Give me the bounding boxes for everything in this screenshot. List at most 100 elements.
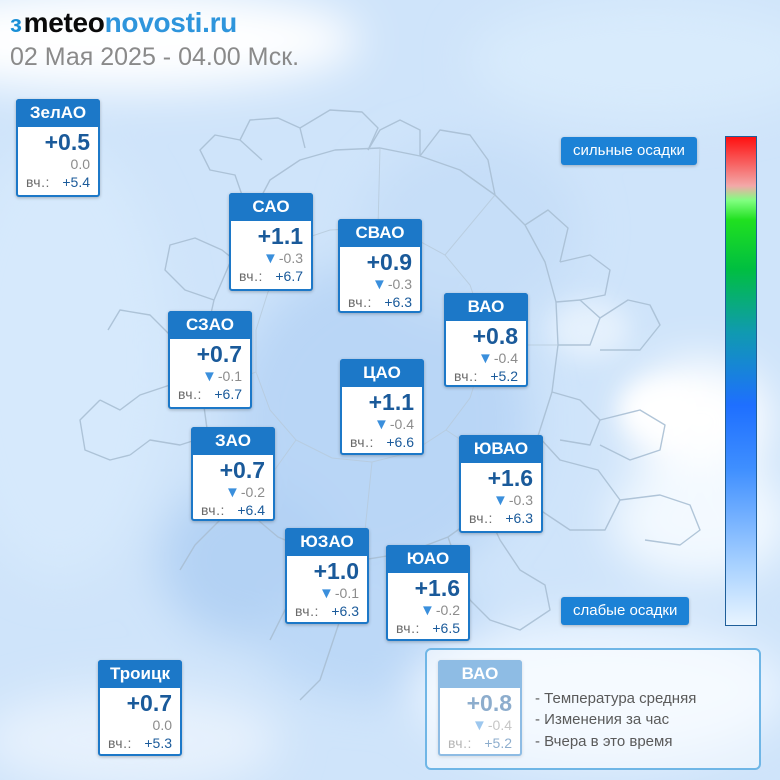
average-temperature: +1.1 — [257, 223, 303, 249]
hourly-change-value: 0.0 — [152, 717, 172, 733]
scale-label-light: слабые осадки — [561, 597, 690, 625]
yesterday-row: вч.: +6.3 — [469, 510, 533, 526]
district-card-sao[interactable]: САО +1.1 ▼-0.3 вч.: +6.7 — [229, 193, 313, 291]
average-temperature: +0.7 — [126, 690, 172, 716]
yesterday-row: вч.: +6.3 — [295, 603, 359, 619]
yesterday-label: вч.: — [178, 386, 202, 402]
district-card-vao[interactable]: ВАО +0.8 ▼-0.4 вч.: +5.2 — [444, 293, 528, 387]
average-temperature: +1.6 — [414, 575, 460, 601]
yesterday-row: вч.: +6.7 — [239, 268, 303, 284]
logo-text-novosti: novosti.ru — [104, 7, 238, 38]
district-card-zelao[interactable]: ЗелАО +0.5 0.0 вч.: +5.4 — [16, 99, 100, 197]
hourly-change: ▼-0.3 — [263, 250, 303, 267]
hourly-change: ▼-0.4 — [478, 350, 518, 367]
yesterday-temperature: +6.5 — [432, 620, 460, 636]
hourly-change: ▼-0.1 — [202, 368, 242, 385]
legend-box — [425, 648, 761, 770]
yesterday-label: вч.: — [348, 294, 372, 310]
precipitation-scale — [725, 136, 757, 626]
yesterday-label: вч.: — [201, 502, 225, 518]
district-name: ВАО — [444, 293, 528, 321]
hourly-change-value: -0.2 — [240, 484, 265, 500]
hourly-change-value: -0.3 — [508, 492, 533, 508]
average-temperature: +0.7 — [196, 341, 242, 367]
hourly-change: ▼-0.2 — [420, 602, 460, 619]
yesterday-temperature: +5.4 — [62, 174, 90, 190]
district-name: ЗелАО — [16, 99, 100, 127]
trend-down-icon: ▼ — [493, 492, 508, 509]
trend-down-icon: ▼ — [478, 350, 493, 367]
hourly-change: ▼-0.2 — [225, 484, 265, 501]
report-datetime: 02 Мая 2025 - 04.00 Мск. — [10, 43, 300, 71]
trend-down-icon: ▼ — [420, 602, 435, 619]
average-temperature: +1.0 — [313, 558, 359, 584]
district-name: Троицк — [98, 660, 182, 688]
district-card-svao[interactable]: СВАО +0.9 ▼-0.3 вч.: +6.3 — [338, 219, 422, 313]
average-temperature: +0.7 — [219, 457, 265, 483]
yesterday-label: вч.: — [469, 510, 493, 526]
district-card-yuao[interactable]: ЮАО +1.6 ▼-0.2 вч.: +6.5 — [386, 545, 470, 641]
district-name: САО — [229, 193, 313, 221]
average-temperature: +1.1 — [368, 389, 414, 415]
average-temperature: +0.5 — [44, 129, 90, 155]
hourly-change-value: 0.0 — [70, 156, 90, 172]
district-name: ЮАО — [386, 545, 470, 573]
district-name: СЗАО — [168, 311, 252, 339]
trend-down-icon: ▼ — [372, 276, 387, 293]
hourly-change-value: -0.3 — [387, 276, 412, 292]
yesterday-row: вч.: +5.2 — [454, 368, 518, 384]
yesterday-row: вч.: +6.6 — [350, 434, 414, 450]
yesterday-row: вч.: +5.4 — [26, 174, 90, 190]
district-name: ЮВАО — [459, 435, 543, 463]
district-card-cao[interactable]: ЦАО +1.1 ▼-0.4 вч.: +6.6 — [340, 359, 424, 455]
logo-mark-icon: ɜ — [10, 11, 22, 38]
yesterday-row: вч.: +5.3 — [108, 735, 172, 751]
yesterday-row: вч.: +6.5 — [396, 620, 460, 636]
trend-down-icon: ▼ — [263, 250, 278, 267]
hourly-change: ▼-0.4 — [374, 416, 414, 433]
hourly-change-value: -0.1 — [334, 585, 359, 601]
yesterday-label: вч.: — [239, 268, 263, 284]
yesterday-temperature: +6.3 — [505, 510, 533, 526]
yesterday-temperature: +6.6 — [386, 434, 414, 450]
legend-item-hourly-change: - Изменения за час — [535, 711, 670, 728]
yesterday-temperature: +5.3 — [144, 735, 172, 751]
hourly-change-value: -0.2 — [435, 602, 460, 618]
hourly-change: 0.0 — [71, 156, 90, 172]
legend-item-average-temp: - Температура средняя — [535, 690, 697, 707]
legend-item-yesterday: - Вчера в это время — [535, 733, 673, 750]
district-card-yuvao[interactable]: ЮВАО +1.6 ▼-0.3 вч.: +6.3 — [459, 435, 543, 533]
yesterday-label: вч.: — [350, 434, 374, 450]
district-card-troitsk[interactable]: Троицк +0.7 0.0 вч.: +5.3 — [98, 660, 182, 756]
yesterday-label: вч.: — [396, 620, 420, 636]
yesterday-label: вч.: — [454, 368, 478, 384]
average-temperature: +1.6 — [487, 465, 533, 491]
trend-down-icon: ▼ — [202, 368, 217, 385]
trend-down-icon: ▼ — [225, 484, 240, 501]
district-name: ЗАО — [191, 427, 275, 455]
hourly-change-value: -0.1 — [217, 368, 242, 384]
yesterday-temperature: +6.7 — [275, 268, 303, 284]
hourly-change: ▼-0.1 — [319, 585, 359, 602]
yesterday-row: вч.: +6.7 — [178, 386, 242, 402]
average-temperature: +0.8 — [472, 323, 518, 349]
site-logo[interactable]: ɜmeteonovosti.ru — [10, 6, 299, 42]
district-name: СВАО — [338, 219, 422, 247]
yesterday-temperature: +6.3 — [331, 603, 359, 619]
trend-down-icon: ▼ — [319, 585, 334, 602]
hourly-change-value: -0.4 — [493, 350, 518, 366]
logo-text-meteo: meteo — [23, 7, 105, 38]
yesterday-label: вч.: — [26, 174, 50, 190]
yesterday-label: вч.: — [108, 735, 132, 751]
district-card-yuzao[interactable]: ЮЗАО +1.0 ▼-0.1 вч.: +6.3 — [285, 528, 369, 624]
district-card-zao[interactable]: ЗАО +0.7 ▼-0.2 вч.: +6.4 — [191, 427, 275, 521]
yesterday-temperature: +6.3 — [384, 294, 412, 310]
trend-down-icon: ▼ — [374, 416, 389, 433]
yesterday-temperature: +6.7 — [214, 386, 242, 402]
yesterday-temperature: +6.4 — [237, 502, 265, 518]
yesterday-row: вч.: +6.3 — [348, 294, 412, 310]
hourly-change-value: -0.3 — [278, 250, 303, 266]
scale-label-heavy: сильные осадки — [561, 137, 697, 165]
hourly-change: ▼-0.3 — [493, 492, 533, 509]
district-card-szao[interactable]: СЗАО +0.7 ▼-0.1 вч.: +6.7 — [168, 311, 252, 409]
